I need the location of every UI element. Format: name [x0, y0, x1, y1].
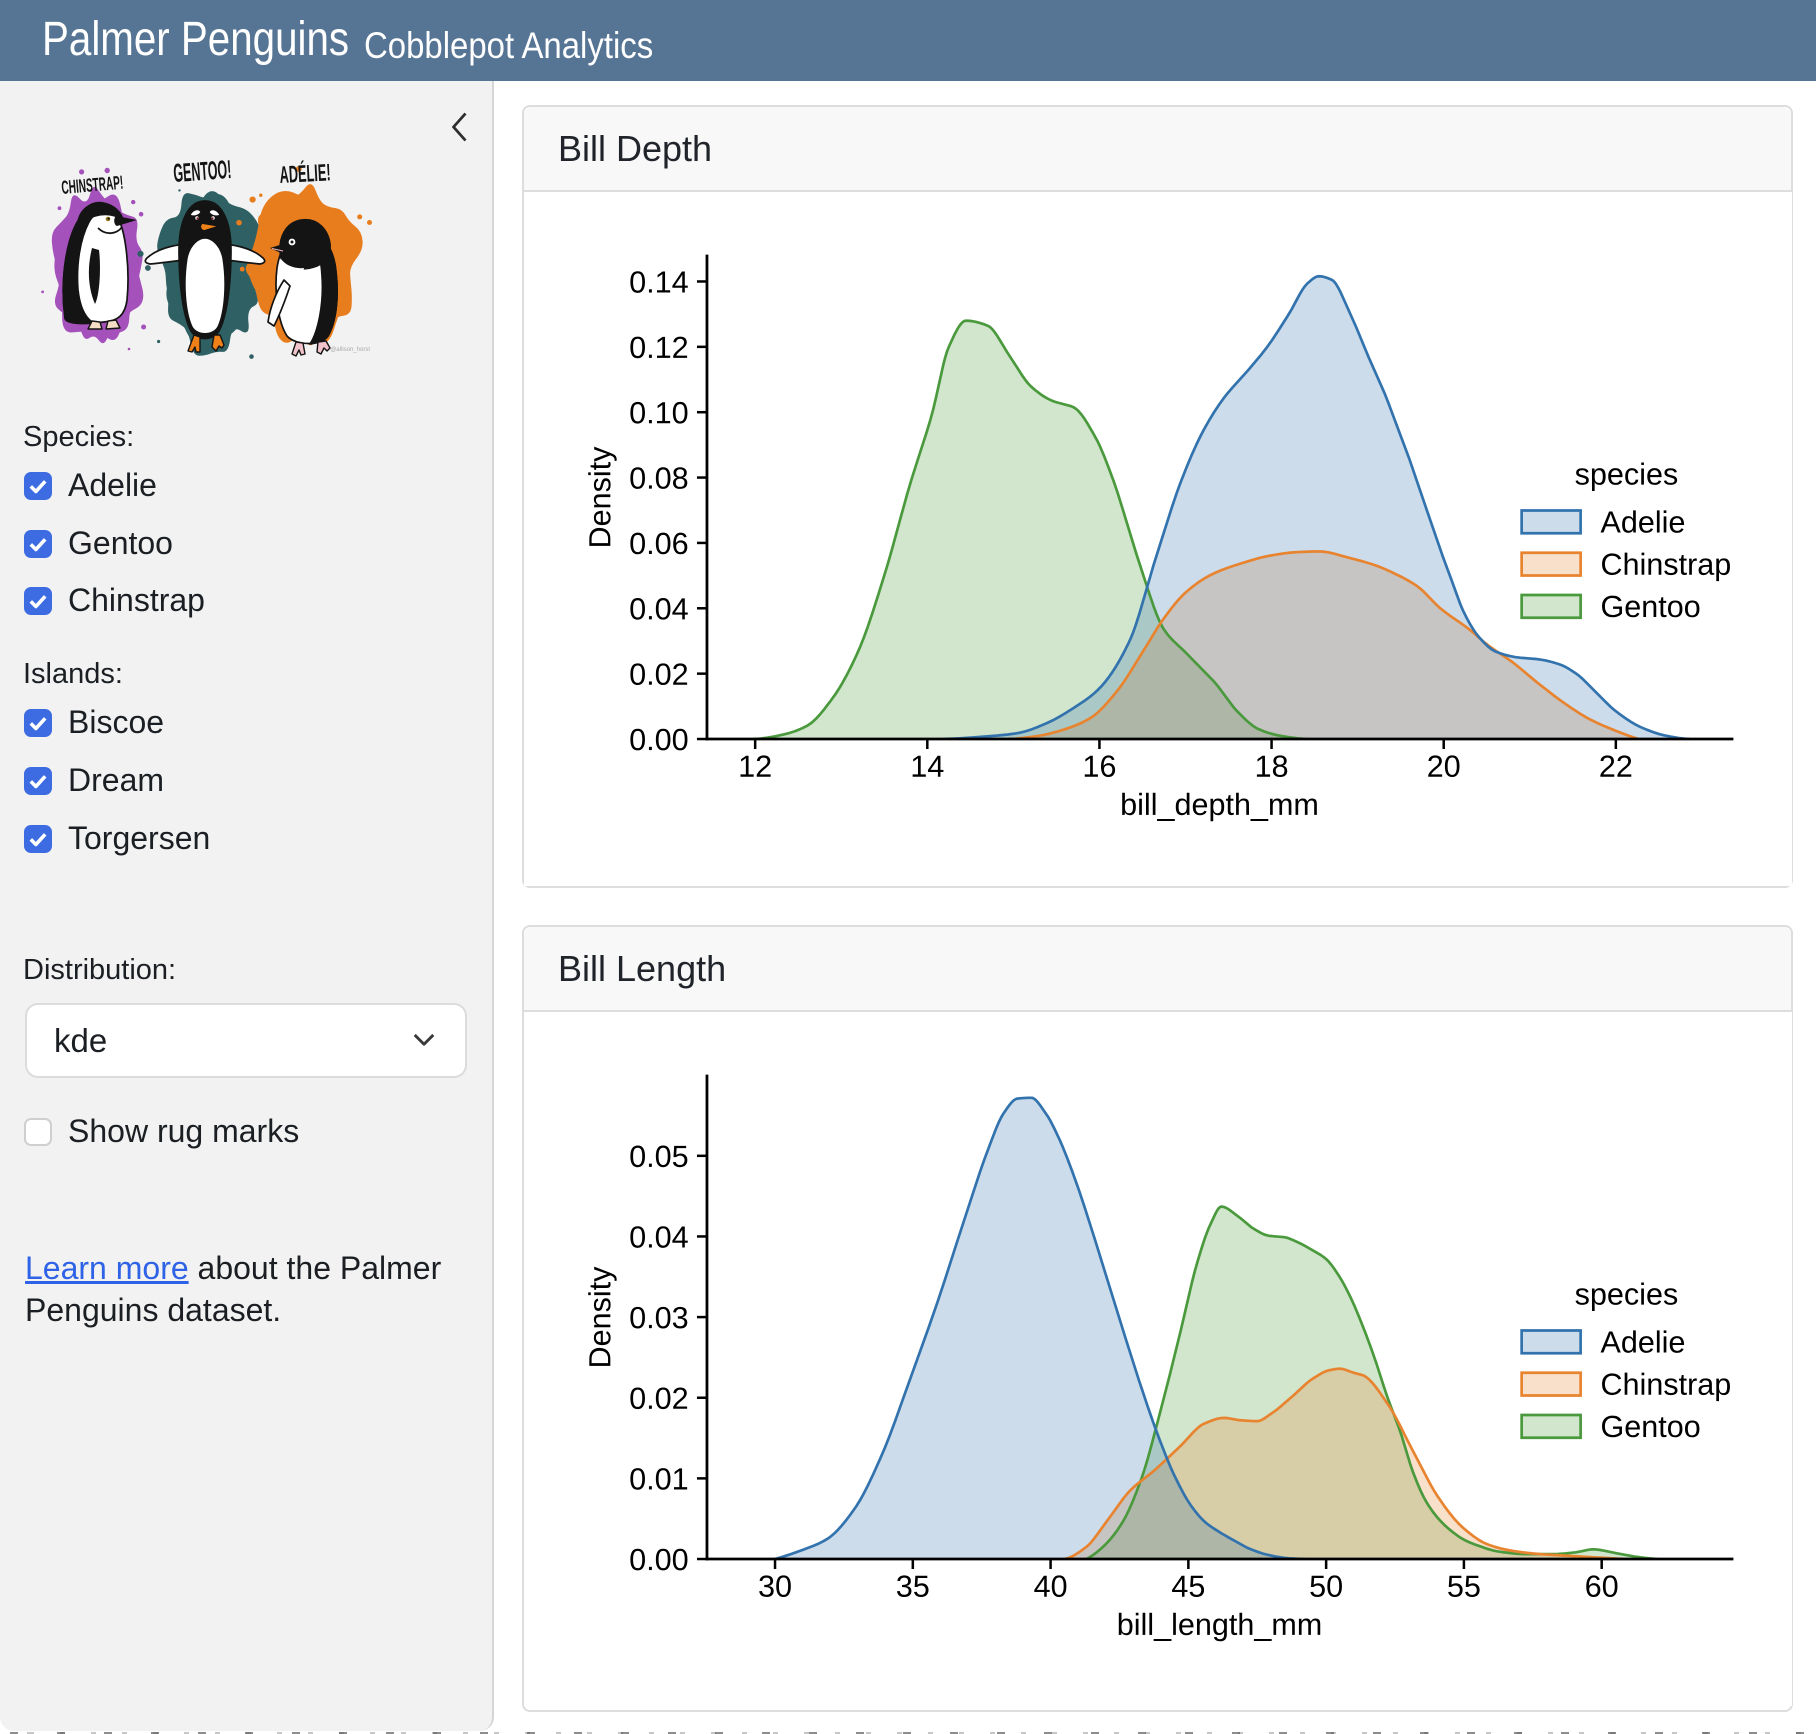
svg-text:@allison_horst: @allison_horst: [330, 347, 370, 353]
svg-text:GENTOO!: GENTOO!: [172, 154, 232, 188]
svg-text:ADÉLIE!: ADÉLIE!: [279, 158, 331, 189]
